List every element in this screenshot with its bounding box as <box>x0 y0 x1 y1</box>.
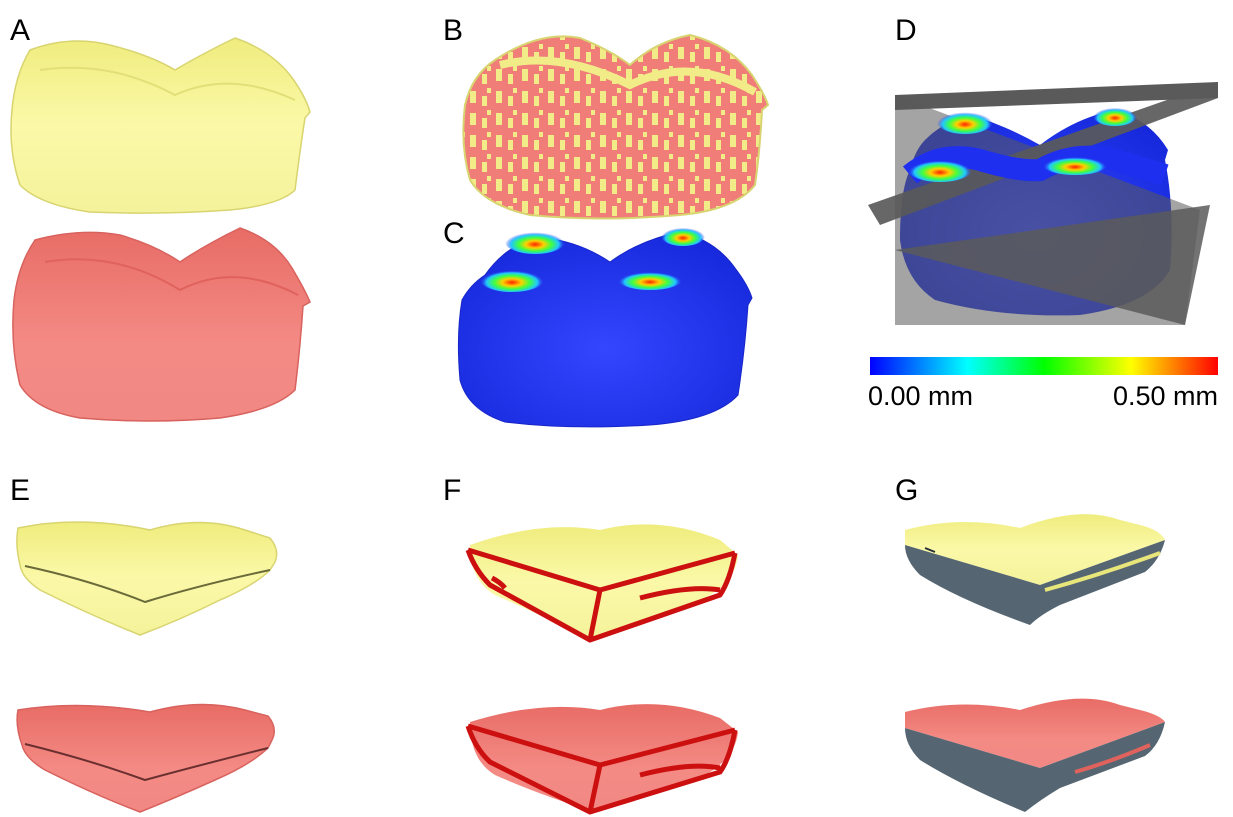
cut-section-face-red <box>905 722 1165 812</box>
colorbar <box>870 357 1218 375</box>
panel-a: A <box>10 14 311 422</box>
occlusal-ridge-red <box>44 258 299 296</box>
sectioned-tooth-yellow <box>16 521 278 636</box>
panel-label-e: E <box>10 474 30 507</box>
cut-section-band <box>902 145 1169 186</box>
panel-label-g: G <box>895 474 918 507</box>
cut-plane-back <box>895 82 1218 110</box>
tooth-model-yellow-top <box>10 37 311 214</box>
panel-e: E <box>10 474 278 813</box>
panel-label-c: C <box>443 217 465 250</box>
deviation-hotspot <box>1093 106 1137 126</box>
panel-g: G <box>895 474 1165 812</box>
occlusal-ridge-yellow <box>39 66 296 101</box>
section-gap <box>24 743 269 782</box>
outlined-tooth-red <box>470 704 738 812</box>
occlusal-ridge-overlap <box>499 56 757 96</box>
superimposed-tooth-models <box>462 33 770 220</box>
section-gap <box>24 565 271 604</box>
panel-c: C <box>443 217 753 428</box>
cut-notch <box>924 547 936 553</box>
cut-tooth-yellow-top <box>905 514 1165 585</box>
cut-plane-3 <box>895 205 1210 325</box>
tooth-model-red-top <box>12 227 311 422</box>
deviation-hotspot <box>618 270 682 290</box>
contour-outline-tube <box>465 547 738 643</box>
deviation-hotspot <box>480 268 544 292</box>
colorbar-max-label: 0.50 mm <box>1113 381 1218 411</box>
deviation-hotspot <box>908 158 972 182</box>
cut-gap-line <box>1074 743 1151 774</box>
panel-label-b: B <box>443 14 463 47</box>
cut-tooth-red-top <box>905 698 1165 768</box>
outlined-tooth-yellow <box>470 524 738 640</box>
colorbar-min-label: 0.00 mm <box>868 381 973 411</box>
panel-label-d: D <box>895 14 917 47</box>
panel-label-f: F <box>443 474 461 507</box>
panel-d: D 0.00 mm 0.50 mm <box>868 14 1218 411</box>
deviation-hotspot <box>661 226 705 246</box>
panel-b: B <box>443 14 770 220</box>
panel-label-a: A <box>10 14 30 47</box>
deviation-hotspot <box>1043 155 1107 175</box>
sectioned-tooth-red <box>16 703 275 813</box>
cut-section-face-yellow <box>905 540 1165 625</box>
panel-f: F <box>443 474 738 815</box>
deviation-map-tooth <box>457 231 753 428</box>
deviation-hotspot <box>937 110 993 134</box>
cut-gap-line <box>1044 551 1161 592</box>
contour-outline-tube <box>465 723 738 815</box>
deviation-hotspot <box>505 230 565 254</box>
